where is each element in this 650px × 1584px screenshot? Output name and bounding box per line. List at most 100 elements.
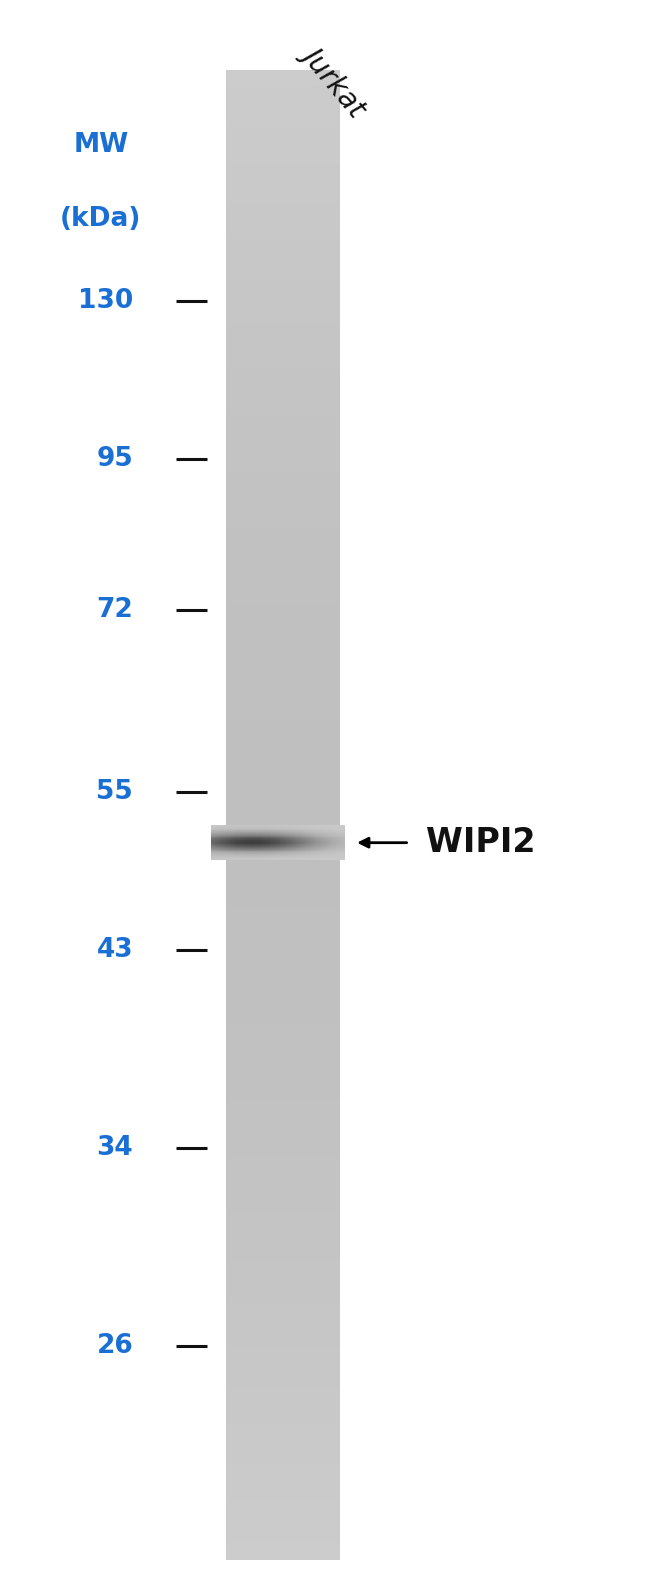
Bar (226, 1272, 339, 1277)
Bar (226, 1220, 339, 1226)
Bar (226, 1093, 339, 1099)
Bar (226, 803, 339, 808)
Bar (226, 508, 339, 515)
Bar (226, 784, 339, 790)
Bar (226, 1275, 339, 1281)
Bar (226, 1041, 339, 1047)
Bar (226, 367, 339, 372)
Bar (226, 133, 339, 138)
Bar (226, 616, 339, 623)
Bar (226, 565, 339, 570)
Bar (226, 307, 339, 314)
Bar (226, 640, 339, 645)
Bar (226, 420, 339, 425)
Bar (226, 922, 339, 927)
Bar (226, 1112, 339, 1117)
Bar (226, 1332, 339, 1337)
Bar (226, 182, 339, 187)
Bar (226, 1492, 339, 1497)
Bar (226, 993, 339, 998)
Bar (226, 379, 339, 383)
Bar (226, 778, 339, 782)
Bar (226, 70, 339, 74)
Bar (226, 1316, 339, 1323)
Bar (226, 847, 339, 852)
Bar (226, 494, 339, 499)
Bar (226, 822, 339, 827)
Bar (226, 903, 339, 909)
Bar (226, 505, 339, 510)
Bar (226, 1470, 339, 1475)
Bar (226, 1536, 339, 1541)
Bar (226, 1510, 339, 1516)
Bar (226, 594, 339, 600)
Bar (226, 881, 339, 887)
Bar (226, 185, 339, 190)
Bar (226, 1079, 339, 1083)
Bar (226, 326, 339, 331)
Bar (226, 1283, 339, 1288)
Bar (226, 409, 339, 413)
Bar (226, 152, 339, 157)
Bar (226, 1503, 339, 1508)
Bar (226, 1269, 339, 1274)
Bar (226, 478, 339, 485)
Bar (226, 863, 339, 868)
Bar (226, 1313, 339, 1318)
Bar (226, 737, 339, 741)
Bar (226, 621, 339, 626)
Bar (226, 1012, 339, 1017)
Bar (226, 100, 339, 105)
Bar (226, 200, 339, 206)
Bar (226, 304, 339, 309)
Bar (226, 759, 339, 763)
Bar (226, 1465, 339, 1472)
Bar (226, 1134, 339, 1139)
Bar (226, 632, 339, 637)
Bar (226, 1544, 339, 1549)
Bar (226, 673, 339, 678)
Bar (226, 177, 339, 182)
Bar (226, 740, 339, 744)
Bar (226, 892, 339, 898)
Bar (226, 1327, 339, 1334)
Bar (226, 885, 339, 890)
Bar (226, 1038, 339, 1042)
Bar (226, 789, 339, 794)
Bar (226, 1495, 339, 1500)
Bar (226, 866, 339, 871)
Bar (226, 1001, 339, 1006)
Text: 34: 34 (97, 1136, 133, 1161)
Bar (226, 1525, 339, 1530)
Bar (226, 1291, 339, 1296)
Bar (226, 290, 339, 295)
Bar (226, 73, 339, 79)
Bar (226, 1324, 339, 1329)
Bar (226, 144, 339, 149)
Bar (226, 1115, 339, 1121)
Bar (226, 78, 339, 82)
Bar (226, 840, 339, 846)
Bar (226, 944, 339, 950)
Bar (226, 1338, 339, 1345)
Bar (226, 1424, 339, 1430)
Bar (226, 263, 339, 269)
Bar (226, 1183, 339, 1188)
Text: 130: 130 (78, 288, 133, 314)
Bar (226, 364, 339, 369)
Bar (226, 268, 339, 272)
Bar (226, 208, 339, 212)
Bar (226, 1380, 339, 1386)
Bar (226, 1068, 339, 1072)
Bar (226, 930, 339, 935)
Bar (226, 1551, 339, 1557)
Bar (226, 412, 339, 418)
Bar (226, 163, 339, 168)
Bar (226, 111, 339, 116)
Bar (226, 1074, 339, 1080)
Bar (226, 312, 339, 317)
Bar (226, 1049, 339, 1053)
Bar (226, 215, 339, 220)
Bar (226, 1052, 339, 1058)
Bar (226, 337, 339, 344)
